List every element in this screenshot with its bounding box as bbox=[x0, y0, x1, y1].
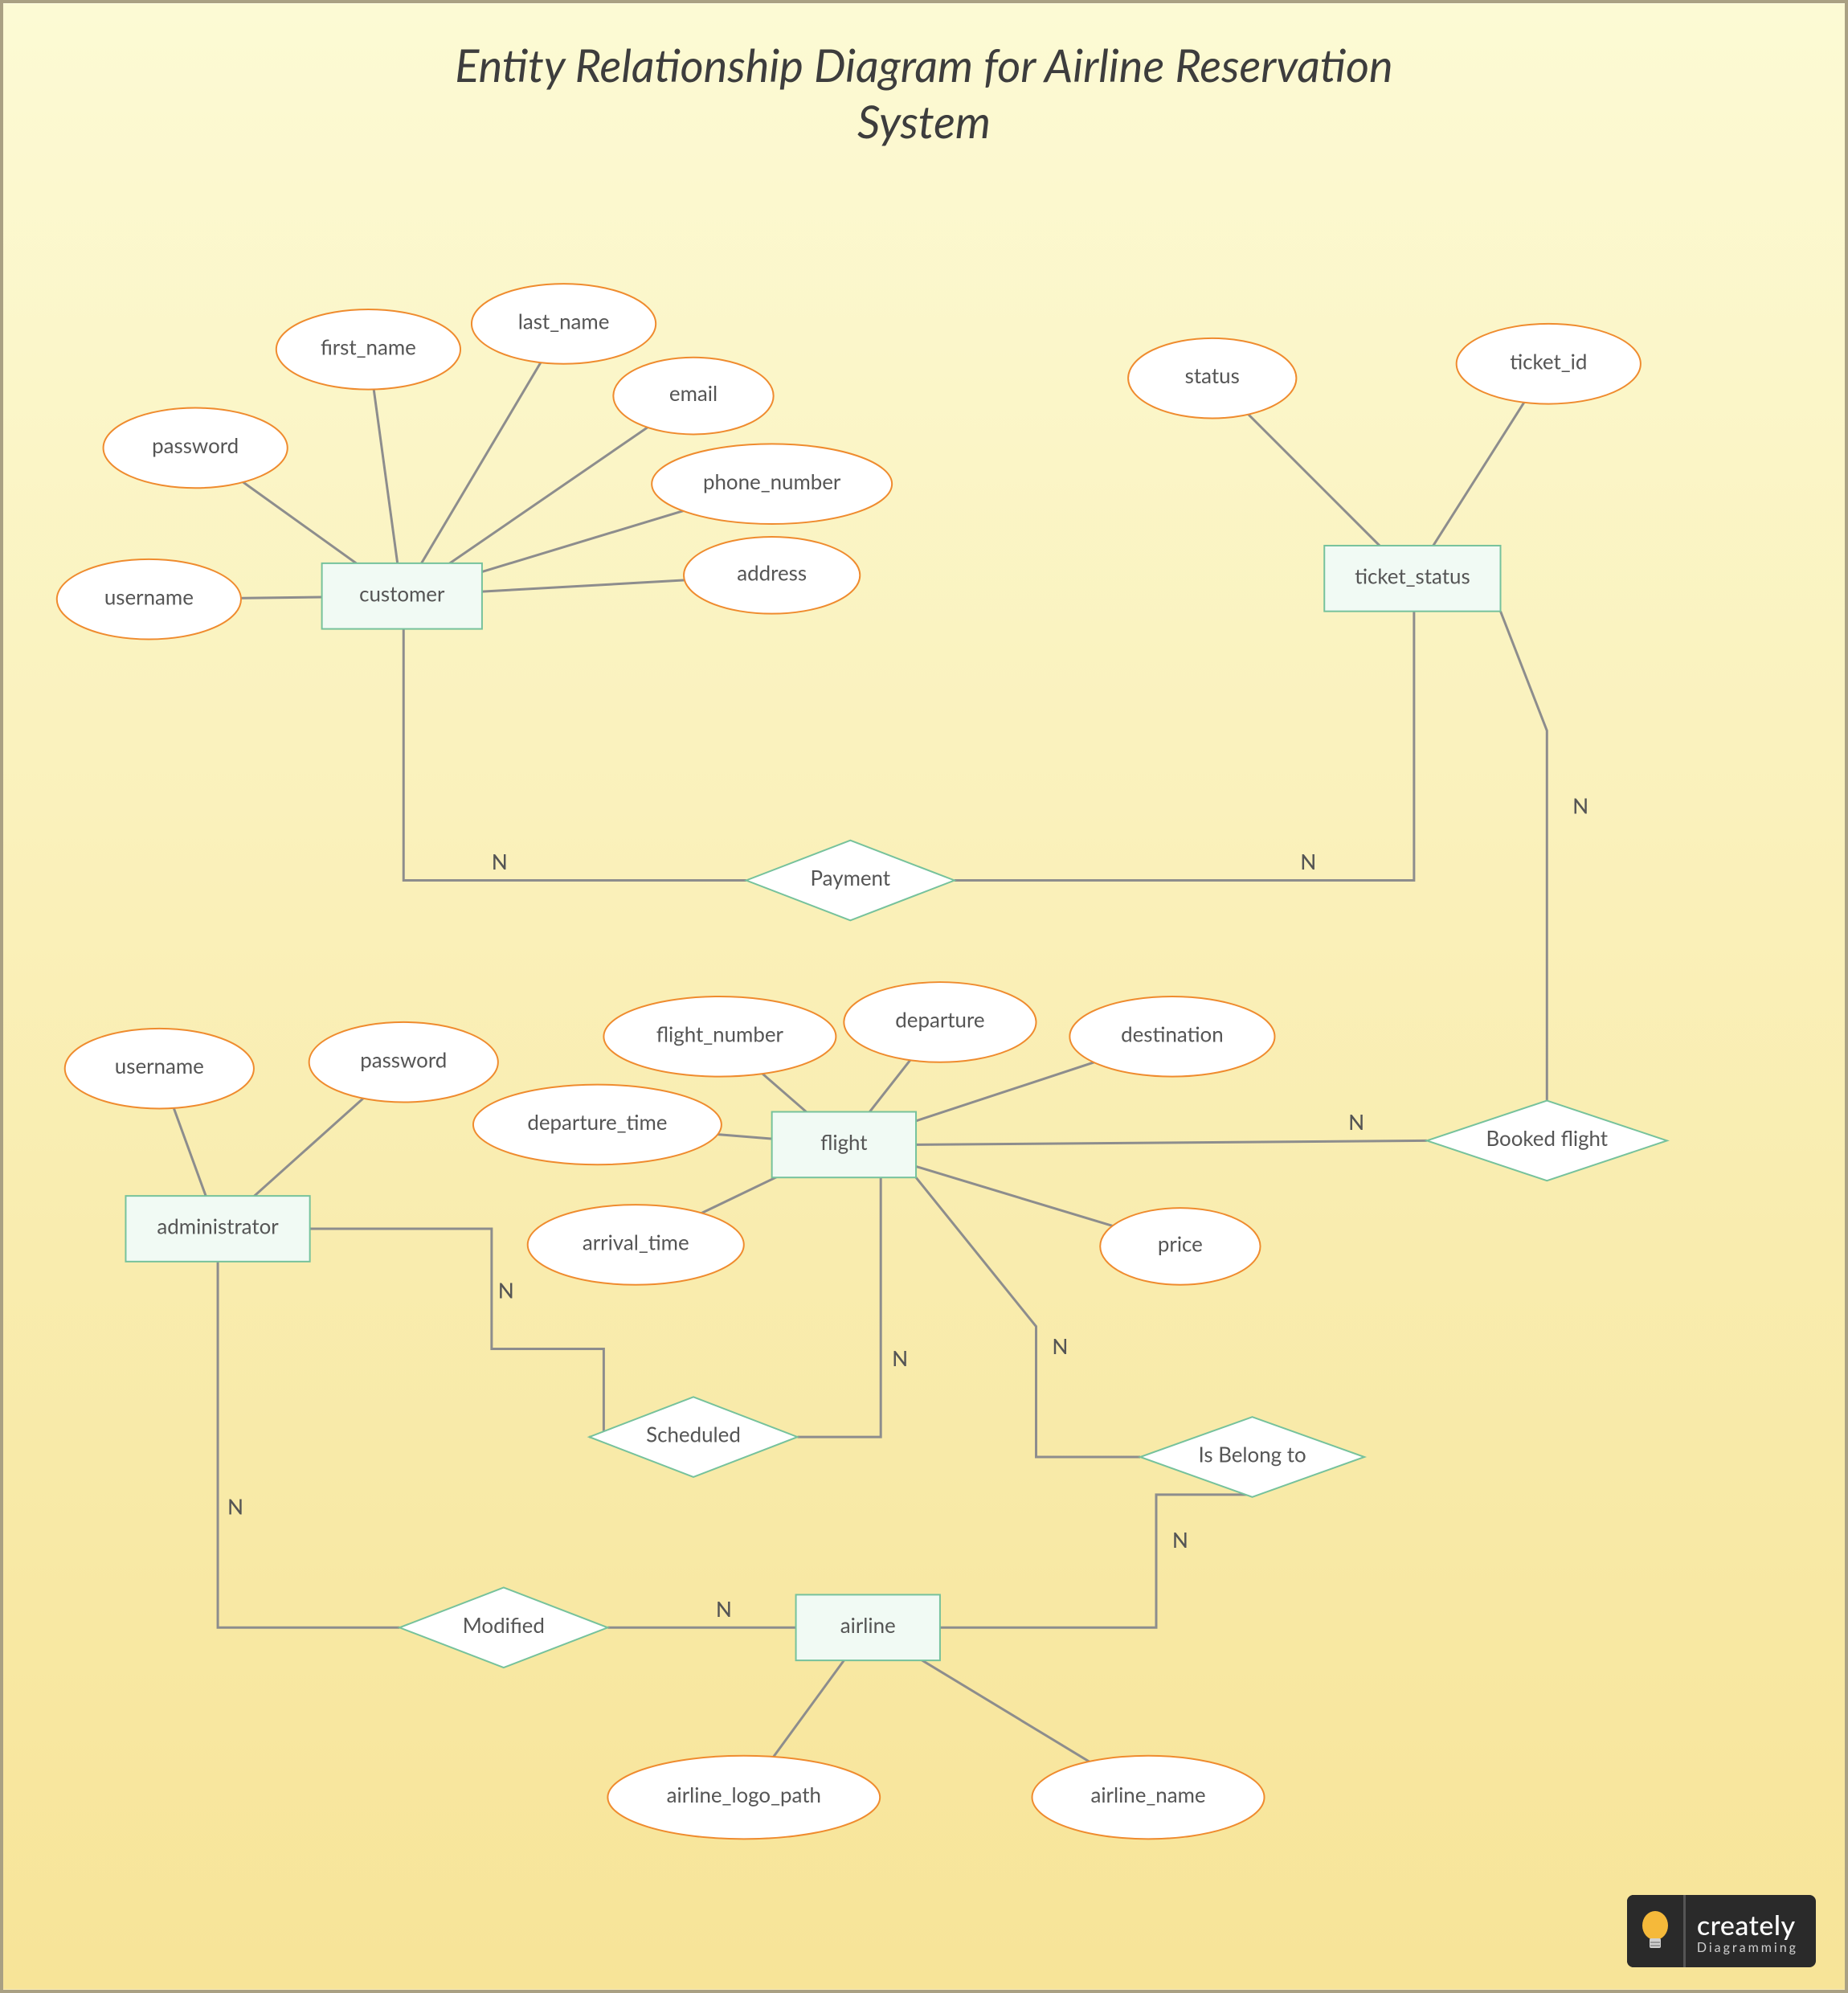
bulb-icon bbox=[1627, 1895, 1683, 1967]
attribute-label: arrival_time bbox=[583, 1229, 689, 1254]
cardinality-label: N bbox=[492, 849, 508, 874]
attribute-label: airline_name bbox=[1090, 1782, 1205, 1807]
attribute-label: address bbox=[737, 559, 807, 585]
attribute-label: username bbox=[115, 1053, 204, 1078]
attribute-label: username bbox=[104, 583, 194, 609]
attribute-label: departure bbox=[895, 1006, 984, 1032]
diagram-canvas: Payment Booked flight Scheduled Is Belong t… bbox=[0, 0, 1848, 1993]
diagram-svg: Payment Booked flight Scheduled Is Belong t… bbox=[3, 3, 1845, 1990]
attribute-label: airline_logo_path bbox=[667, 1782, 821, 1807]
title-line-1: Entity Relationship Diagram for Airline … bbox=[455, 38, 1392, 148]
attribute-label: password bbox=[152, 432, 239, 458]
relationship-label: Payment bbox=[811, 865, 891, 890]
creately-logo: creately Diagramming bbox=[1627, 1895, 1816, 1967]
diagram-title: Entity Relationship Diagram for Airline … bbox=[3, 37, 1845, 149]
entity-label: ticket_status bbox=[1355, 563, 1470, 588]
cardinality-label: N bbox=[1300, 849, 1316, 874]
entity-label: customer bbox=[359, 580, 445, 606]
cardinality-label: N bbox=[1052, 1333, 1068, 1359]
attribute-label: departure_time bbox=[527, 1109, 667, 1135]
logo-brand: creately bbox=[1697, 1909, 1798, 1942]
attribute-label: last_name bbox=[518, 308, 610, 334]
attribute-label: phone_number bbox=[703, 469, 841, 494]
cardinality-label: N bbox=[1348, 1109, 1364, 1135]
relationship-label: Scheduled bbox=[646, 1422, 741, 1447]
attribute-label: email bbox=[669, 380, 718, 406]
cardinality-label: N bbox=[498, 1277, 514, 1303]
relationship-label: Is Belong to bbox=[1199, 1442, 1306, 1467]
attribute-label: ticket_id bbox=[1510, 348, 1587, 374]
attribute-label: price bbox=[1158, 1230, 1203, 1256]
entity-label: flight bbox=[820, 1129, 868, 1155]
cardinality-label: N bbox=[716, 1596, 732, 1622]
attribute-label: first_name bbox=[321, 334, 416, 359]
logo-tagline: Diagramming bbox=[1697, 1940, 1798, 1955]
cardinality-label: N bbox=[227, 1493, 243, 1519]
attribute-label: destination bbox=[1121, 1021, 1224, 1046]
cardinality-label: N bbox=[1172, 1527, 1188, 1553]
entity-label: airline bbox=[840, 1612, 896, 1638]
cardinality-label: N bbox=[1572, 792, 1588, 818]
attribute-label: flight_number bbox=[656, 1021, 784, 1046]
attribute-label: password bbox=[360, 1046, 447, 1072]
entity-label: administrator bbox=[157, 1213, 279, 1239]
relationship-label: Booked flight bbox=[1486, 1125, 1608, 1151]
relationship-label: Modified bbox=[463, 1612, 545, 1638]
attribute-label: status bbox=[1185, 362, 1240, 388]
logo-text: creately Diagramming bbox=[1683, 1895, 1816, 1967]
cardinality-label: N bbox=[892, 1345, 908, 1371]
